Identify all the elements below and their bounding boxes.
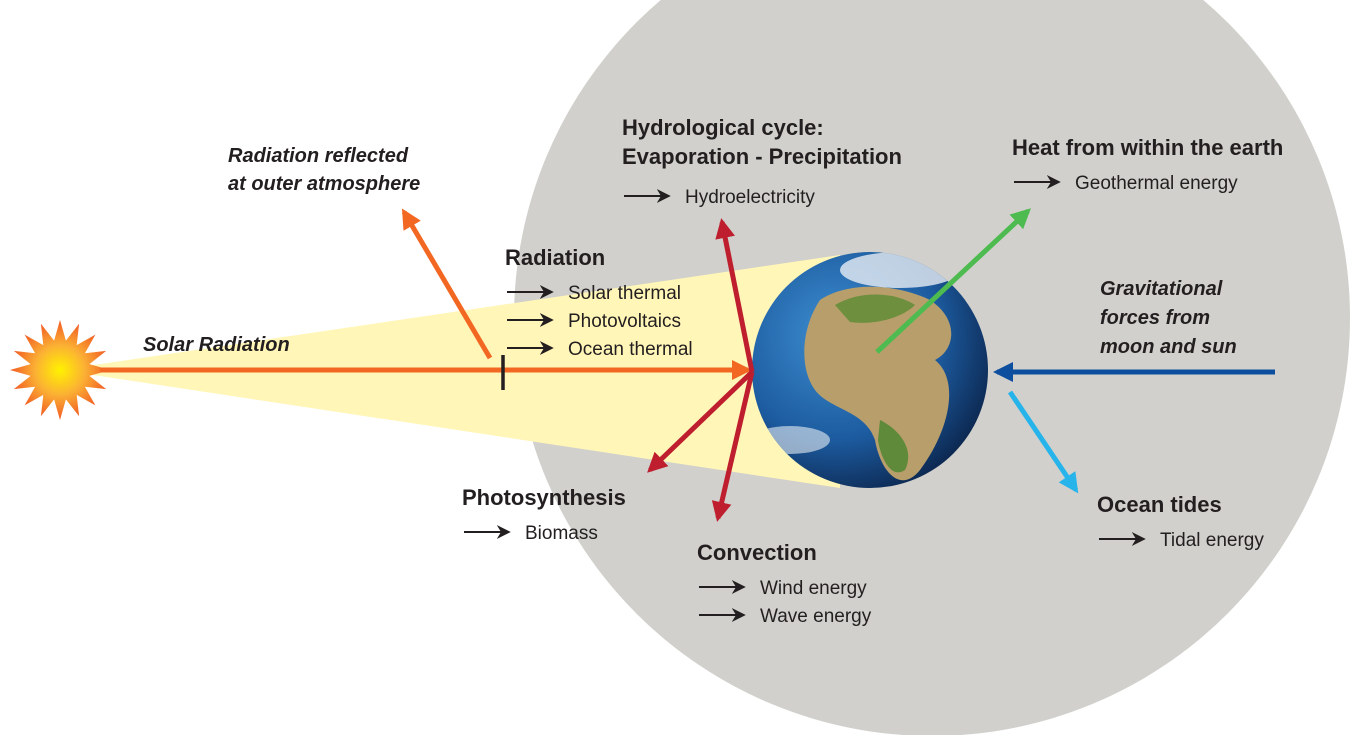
earth bbox=[752, 252, 988, 488]
group-item: Photovoltaics bbox=[568, 311, 681, 332]
group-title: Convection bbox=[697, 540, 817, 565]
geothermal-arrow bbox=[875, 208, 1031, 354]
group-title: Ocean tides bbox=[1097, 492, 1222, 517]
reflected-label: at outer atmosphere bbox=[228, 173, 420, 195]
group-item: Tidal energy bbox=[1160, 530, 1264, 551]
group-item: Biomass bbox=[525, 523, 598, 544]
convection-arrow bbox=[711, 371, 755, 522]
photosynthesis-arrow bbox=[647, 370, 754, 473]
tides-arrow bbox=[1007, 390, 1079, 494]
group-title: Hydrological cycle: bbox=[622, 115, 824, 140]
solar-label: Solar Radiation bbox=[143, 334, 290, 356]
group-item: Solar thermal bbox=[568, 283, 681, 304]
reflected-label: Radiation reflected bbox=[228, 145, 409, 167]
group-item: Ocean thermal bbox=[568, 339, 693, 360]
gravity-label: forces from bbox=[1100, 307, 1210, 329]
group-item: Hydroelectricity bbox=[685, 187, 815, 208]
group-item: Wind energy bbox=[760, 578, 867, 599]
group-title: Evaporation - Precipitation bbox=[622, 144, 902, 169]
gravity-label: Gravitational bbox=[1100, 278, 1223, 300]
sun bbox=[10, 320, 110, 420]
group-item: Wave energy bbox=[760, 606, 872, 627]
gravity-label: moon and sun bbox=[1100, 336, 1237, 358]
labels: Radiation reflected at outer atmosphere Gr… bbox=[228, 115, 1283, 627]
hydro-arrow bbox=[715, 218, 755, 373]
group-title: Photosynthesis bbox=[462, 485, 626, 510]
reflected-arrow bbox=[401, 208, 493, 360]
group-title: Heat from within the earth bbox=[1012, 135, 1283, 160]
group-title: Radiation bbox=[505, 245, 605, 270]
group-item: Geothermal energy bbox=[1075, 173, 1238, 194]
